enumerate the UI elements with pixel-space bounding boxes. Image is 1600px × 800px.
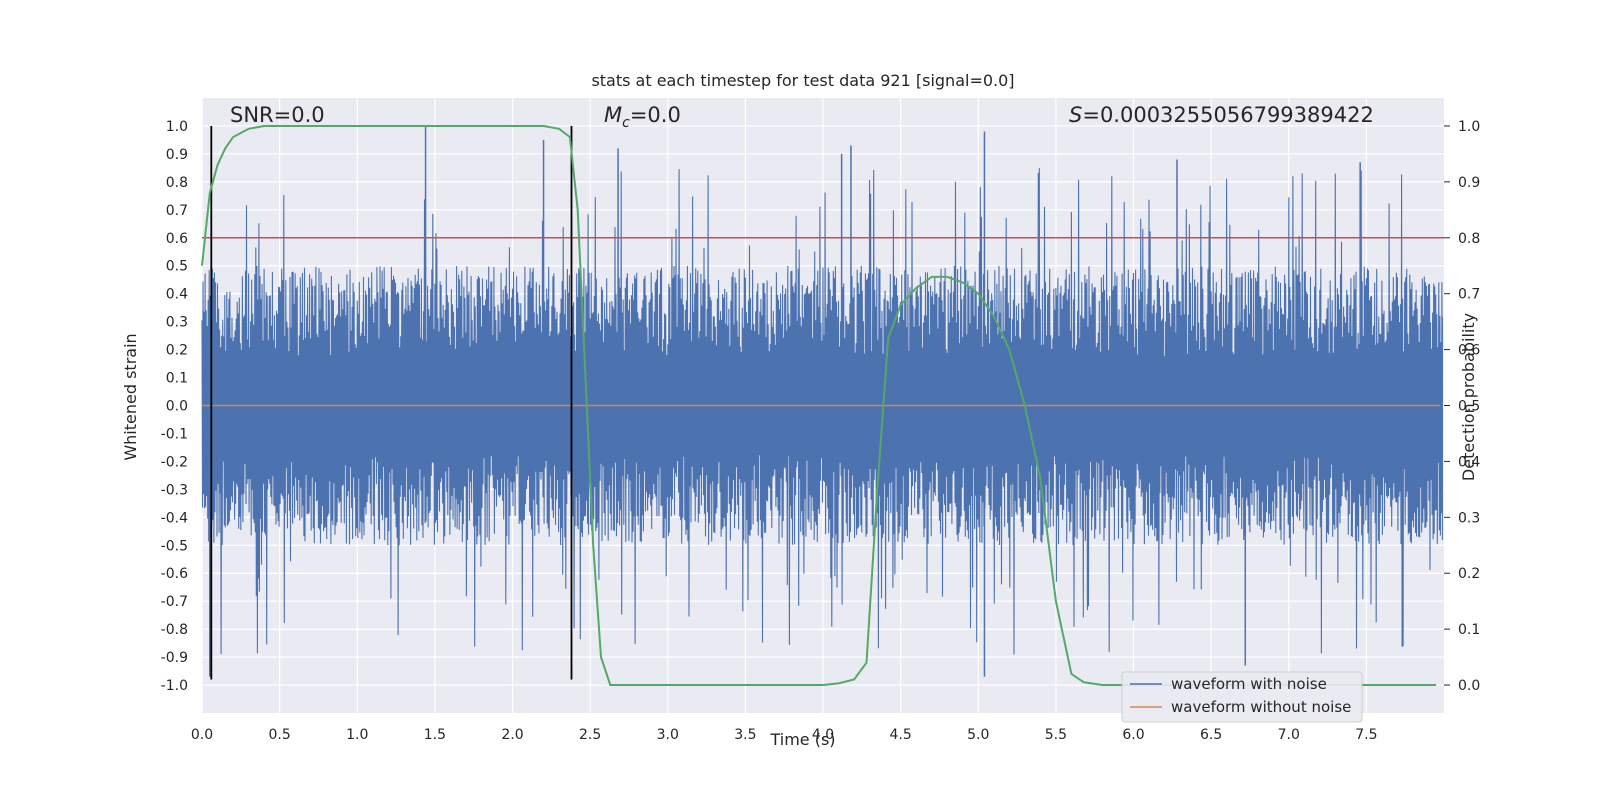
y-tick-label: -0.6 xyxy=(161,566,188,582)
y-tick-label: -0.8 xyxy=(161,622,188,638)
x-tick-label: 0.5 xyxy=(268,727,290,743)
series-waveform-with-noise xyxy=(201,125,1443,677)
x-tick-label: 5.0 xyxy=(967,727,989,743)
x-tick-label: 4.5 xyxy=(889,727,911,743)
y-axis-ticks: 1.0 0.9 0.8 0.7 0.6 0.5 0.4 0.3 0.2 0.1 0.0 -0.1 -0.… xyxy=(161,119,188,694)
y2-tick-label: 0.8 xyxy=(1458,231,1480,247)
y2-axis-label: Detection probability xyxy=(1459,313,1478,481)
x-tick-label: 2.5 xyxy=(579,727,601,743)
x-tick-label: 1.0 xyxy=(346,727,368,743)
y-tick-label: 0.4 xyxy=(166,287,188,303)
y-tick-label: 0.9 xyxy=(166,147,188,163)
y-tick-label: 0.0 xyxy=(166,399,188,415)
y2-tick-label: 0.6 xyxy=(1458,343,1480,359)
y-tick-label: 0.5 xyxy=(166,259,188,275)
chirp-mass-value: =0.0 xyxy=(630,103,681,127)
snr-annotation: SNR=0.0 xyxy=(230,103,325,127)
y2-tick-label: 0.0 xyxy=(1458,678,1480,694)
x-tick-label: 0.0 xyxy=(191,727,213,743)
y-tick-label: -0.9 xyxy=(161,650,188,666)
x-tick-label: 4.0 xyxy=(812,727,834,743)
score-value: =0.0003255056799389422 xyxy=(1082,103,1374,127)
y-axis-label: Whitened strain xyxy=(121,333,140,460)
y-tick-label: -1.0 xyxy=(161,678,188,694)
chirp-mass-subscript: c xyxy=(622,115,630,131)
y-tick-label: 0.2 xyxy=(166,343,188,359)
y2-axis-ticks: 1.0 0.9 0.8 0.7 0.6 0.5 0.4 0.3 0.2 0.1 0.0 xyxy=(1444,119,1480,694)
y-tick-label: -0.2 xyxy=(161,454,188,470)
legend-label-waveform-with-noise: waveform with noise xyxy=(1171,675,1327,693)
y-tick-label: 0.7 xyxy=(166,203,188,219)
y2-tick-label: 0.1 xyxy=(1458,622,1480,638)
x-tick-label: 5.5 xyxy=(1045,727,1067,743)
y2-tick-label: 0.5 xyxy=(1458,399,1480,415)
chart-title: stats at each timestep for test data 921… xyxy=(591,71,1014,90)
y2-tick-label: 0.2 xyxy=(1458,566,1480,582)
x-tick-label: 3.0 xyxy=(657,727,679,743)
y2-tick-label: 0.3 xyxy=(1458,510,1480,526)
x-tick-label: 7.5 xyxy=(1355,727,1377,743)
vertical-markers xyxy=(210,125,573,680)
y-tick-label: -0.4 xyxy=(161,510,188,526)
x-tick-label: 3.5 xyxy=(734,727,756,743)
y2-tick-label: 0.9 xyxy=(1458,175,1480,191)
x-axis-label: Time (s) xyxy=(769,730,835,749)
legend-label-waveform-without-noise: waveform without noise xyxy=(1171,698,1351,716)
y-tick-label: -0.5 xyxy=(161,538,188,554)
x-axis-ticks: 0.0 0.5 1.0 1.5 2.0 2.5 3.0 3.5 4.0 4.5 5.0 5.5 6.0 6… xyxy=(191,727,1378,743)
detection-probability-line xyxy=(201,125,1437,686)
x-tick-label: 6.5 xyxy=(1200,727,1222,743)
y-tick-label: 0.8 xyxy=(166,175,188,191)
y-tick-label: 0.6 xyxy=(166,231,188,247)
y2-tick-label: 0.4 xyxy=(1458,454,1480,470)
y-tick-label: 1.0 xyxy=(166,119,188,135)
x-tick-label: 6.0 xyxy=(1122,727,1144,743)
x-tick-label: 1.5 xyxy=(424,727,446,743)
y2-tick-label: 0.7 xyxy=(1458,287,1480,303)
waveform-with-noise-line xyxy=(201,167,1443,655)
x-tick-label: 2.0 xyxy=(501,727,523,743)
legend-box xyxy=(1121,671,1363,723)
y2-tick-label: 1.0 xyxy=(1458,119,1480,135)
y-tick-label: 0.1 xyxy=(166,371,188,387)
x-tick-label: 7.0 xyxy=(1278,727,1300,743)
chirp-mass-symbol: M xyxy=(604,103,622,127)
series-detection-probability xyxy=(201,125,1437,686)
y-tick-label: 0.3 xyxy=(166,315,188,331)
score-annotation: S=0.0003255056799389422 xyxy=(1069,103,1374,127)
y-tick-label: -0.3 xyxy=(161,482,188,498)
chirp-mass-annotation: Mc=0.0 xyxy=(604,103,681,131)
score-symbol: S xyxy=(1069,103,1082,127)
legend: waveform with noise waveform without noi… xyxy=(1121,671,1363,723)
y-tick-label: -0.1 xyxy=(161,426,188,442)
y-tick-label: -0.7 xyxy=(161,594,188,610)
